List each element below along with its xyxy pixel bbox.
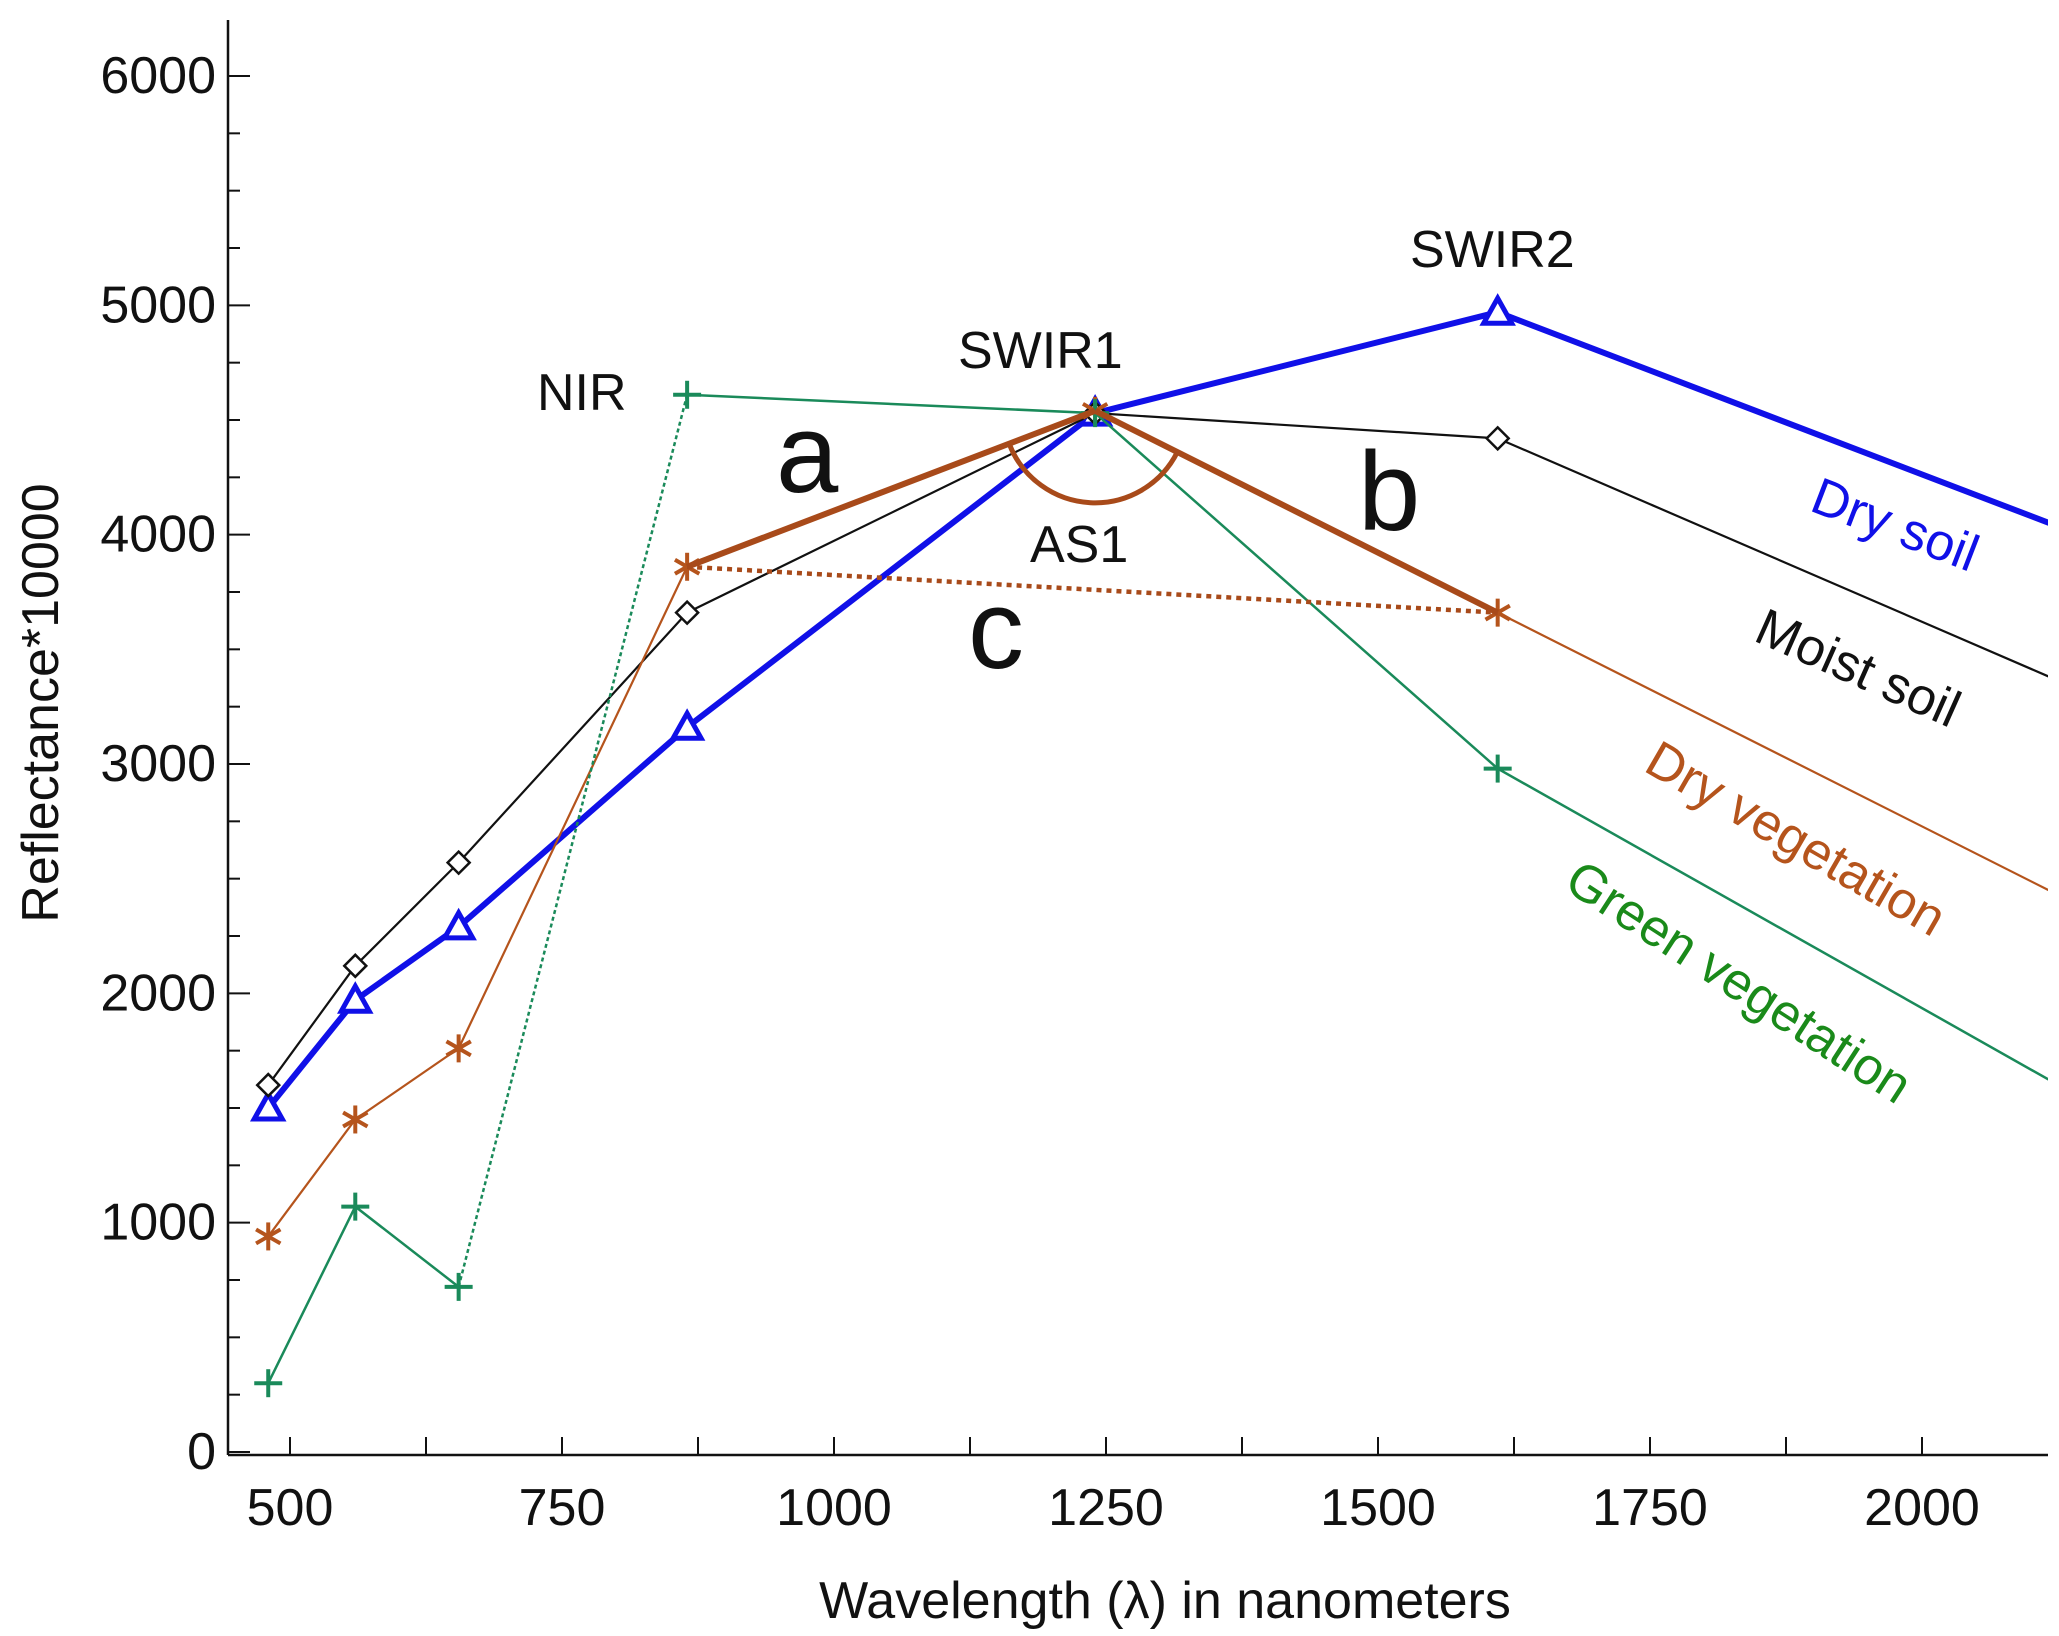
angle-as1-arc: [1006, 442, 1180, 506]
series-line-segment: [267, 1204, 460, 1384]
data-point-diamond: [342, 953, 369, 979]
swir1-label: SWIR1: [958, 322, 1123, 380]
nir-label: NIR: [537, 364, 627, 422]
series-line-segment: [687, 393, 2048, 1081]
data-point-triangle: [337, 981, 374, 1014]
data-point-plus: [254, 1369, 283, 1398]
y-tick-label: 1000: [100, 1194, 216, 1252]
y-axis-ticks: 0 1000 2000 3000 4000 5000 6000: [100, 47, 250, 1481]
data-point-diamond: [674, 599, 700, 626]
moist-soil-label: Moist soil: [1747, 598, 1969, 739]
y-tick-label: 2000: [100, 964, 216, 1022]
angle-construction: [686, 408, 1500, 616]
x-tick-label: 2000: [1864, 1479, 1980, 1537]
angle-as1-label: AS1: [1030, 516, 1128, 574]
x-axis-title: Wavelength (λ) in nanometers: [819, 1572, 1511, 1630]
y-tick-label: 5000: [100, 276, 216, 334]
series-line-segment-dotted: [457, 394, 689, 1288]
y-tick-label: 3000: [100, 735, 216, 793]
data-point-plus: [1483, 754, 1512, 783]
data-point-plus: [444, 1272, 473, 1301]
side-a-label: a: [776, 391, 839, 516]
x-tick-label: 750: [519, 1479, 606, 1537]
series-green-vegetation: [254, 380, 2048, 1398]
data-point-asterisk: [445, 1034, 472, 1063]
x-tick-label: 1250: [1048, 1479, 1164, 1537]
swir2-label: SWIR2: [1410, 221, 1575, 279]
data-point-triangle: [440, 907, 477, 941]
data-point-triangle: [668, 708, 706, 741]
data-point-asterisk: [255, 1222, 282, 1251]
x-tick-label: 500: [247, 1479, 334, 1537]
side-b-label: b: [1358, 429, 1420, 554]
side-b-line: [1093, 408, 1500, 616]
data-point-diamond: [255, 1072, 282, 1098]
x-tick-label: 1500: [1320, 1479, 1436, 1537]
x-axis-ticks: 500 750 1000 1250 1500 1750 2000: [247, 1437, 1980, 1537]
dry-soil-label: Dry soil: [1804, 467, 1987, 583]
side-c-label: c: [968, 567, 1024, 692]
series-moist-soil: [255, 400, 2048, 1098]
y-tick-label: 4000: [100, 506, 216, 564]
y-tick-label: 0: [187, 1423, 216, 1481]
data-point-triangle: [1479, 293, 1516, 326]
axes: [226, 20, 2048, 1457]
data-point-plus: [341, 1192, 370, 1221]
data-point-asterisk: [342, 1105, 369, 1134]
side-a-line: [686, 408, 1097, 570]
x-tick-label: 1000: [776, 1479, 892, 1537]
data-point-diamond: [445, 849, 472, 876]
y-axis-title: Reflectance*10000: [12, 483, 70, 922]
data-point-plus: [673, 380, 702, 409]
y-tick-label: 6000: [100, 47, 216, 105]
x-tick-label: 1750: [1592, 1479, 1708, 1537]
data-point-diamond: [1484, 425, 1511, 452]
data-point-triangle: [249, 1088, 287, 1122]
